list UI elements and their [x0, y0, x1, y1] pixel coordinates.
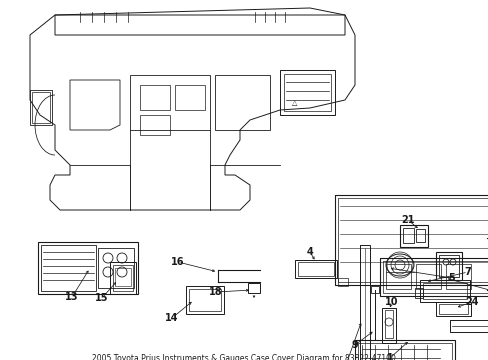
Bar [381, 308, 395, 343]
Bar [115, 268, 131, 286]
Bar [337, 198, 488, 282]
Text: 2005 Toyota Prius Instruments & Gauges Case Cover Diagram for 83822-47100: 2005 Toyota Prius Instruments & Gauges C… [92, 354, 395, 360]
Bar [370, 286, 378, 293]
Bar [175, 85, 204, 110]
Bar [384, 310, 392, 338]
Bar [334, 195, 488, 285]
Bar [402, 228, 413, 243]
Text: 4: 4 [306, 247, 313, 257]
Bar [189, 289, 221, 311]
Text: 7: 7 [464, 267, 470, 277]
Bar [357, 343, 451, 360]
Bar [247, 283, 260, 293]
Bar [337, 278, 347, 286]
Bar [185, 286, 224, 314]
Bar [32, 92, 50, 123]
Text: △: △ [292, 100, 297, 106]
Text: 16: 16 [171, 257, 184, 267]
Bar [284, 74, 330, 111]
Bar [359, 245, 369, 360]
Bar [415, 229, 424, 242]
Bar [294, 260, 336, 278]
Bar [98, 248, 134, 288]
Bar [41, 245, 96, 291]
Text: 14: 14 [165, 313, 179, 323]
Bar [435, 302, 470, 316]
Bar [445, 264, 470, 289]
Bar [419, 280, 469, 302]
Bar [379, 258, 488, 296]
Bar [30, 90, 52, 125]
Bar [297, 262, 333, 276]
Bar [449, 320, 488, 332]
Bar [438, 304, 467, 314]
Text: 13: 13 [65, 292, 79, 302]
Bar [399, 225, 427, 247]
Bar [382, 261, 488, 293]
Bar [140, 85, 170, 110]
Bar [280, 70, 334, 115]
Bar [438, 255, 458, 277]
Bar [415, 264, 440, 289]
Bar [385, 264, 410, 289]
Bar [140, 115, 170, 135]
Text: 18: 18 [209, 287, 223, 297]
Text: 9: 9 [351, 340, 358, 350]
Bar [130, 75, 209, 130]
Text: 10: 10 [385, 297, 398, 307]
Text: 24: 24 [464, 297, 478, 307]
Bar [113, 265, 133, 291]
Text: 5: 5 [447, 273, 454, 283]
Bar [110, 262, 136, 294]
Bar [422, 283, 466, 299]
Text: 21: 21 [401, 215, 414, 225]
Text: 15: 15 [95, 293, 108, 303]
Bar [354, 340, 454, 360]
Bar [414, 288, 422, 298]
Text: 1: 1 [386, 353, 392, 360]
Bar [38, 242, 138, 294]
Bar [435, 252, 461, 280]
Bar [215, 75, 269, 130]
